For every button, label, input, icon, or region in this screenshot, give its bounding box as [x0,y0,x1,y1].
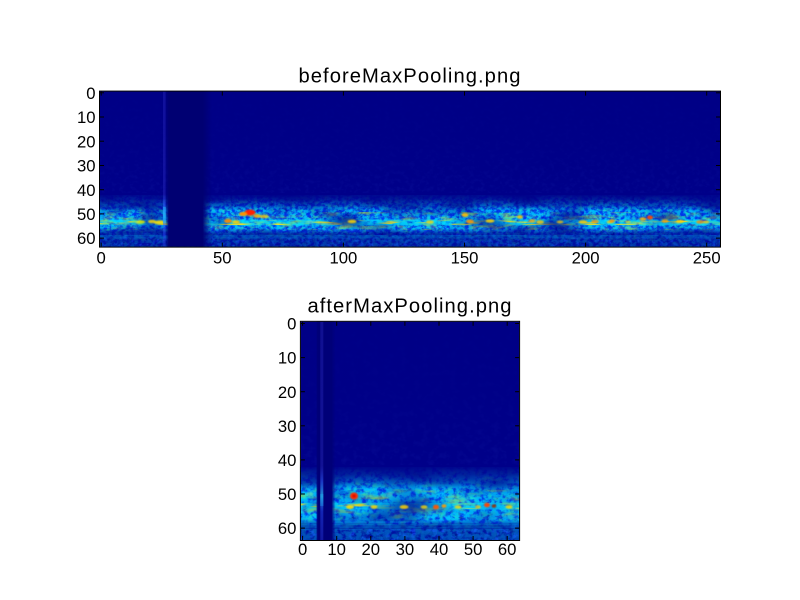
svg-text:150: 150 [451,249,479,268]
svg-text:30: 30 [396,540,415,559]
svg-text:40: 40 [430,540,449,559]
svg-text:100: 100 [329,249,357,268]
svg-text:50: 50 [77,205,96,224]
svg-text:250: 250 [693,249,721,268]
svg-text:10: 10 [77,108,96,127]
svg-text:afterMaxPooling.png: afterMaxPooling.png [307,296,512,318]
svg-text:20: 20 [362,540,381,559]
svg-text:60: 60 [278,519,297,538]
svg-text:0: 0 [298,540,307,559]
svg-text:30: 30 [77,157,96,176]
svg-text:beforeMaxPooling.png: beforeMaxPooling.png [298,66,521,88]
svg-text:0: 0 [287,315,296,334]
svg-text:50: 50 [278,485,297,504]
svg-text:40: 40 [77,181,96,200]
svg-text:200: 200 [572,249,600,268]
svg-text:30: 30 [278,417,297,436]
svg-text:0: 0 [97,249,106,268]
svg-text:60: 60 [77,229,96,248]
svg-text:20: 20 [77,132,96,151]
svg-text:50: 50 [464,540,483,559]
svg-text:20: 20 [278,383,297,402]
svg-text:40: 40 [278,451,297,470]
svg-text:10: 10 [278,349,297,368]
svg-text:50: 50 [213,249,232,268]
svg-text:0: 0 [86,84,95,103]
svg-text:10: 10 [327,540,346,559]
svg-text:60: 60 [498,540,517,559]
